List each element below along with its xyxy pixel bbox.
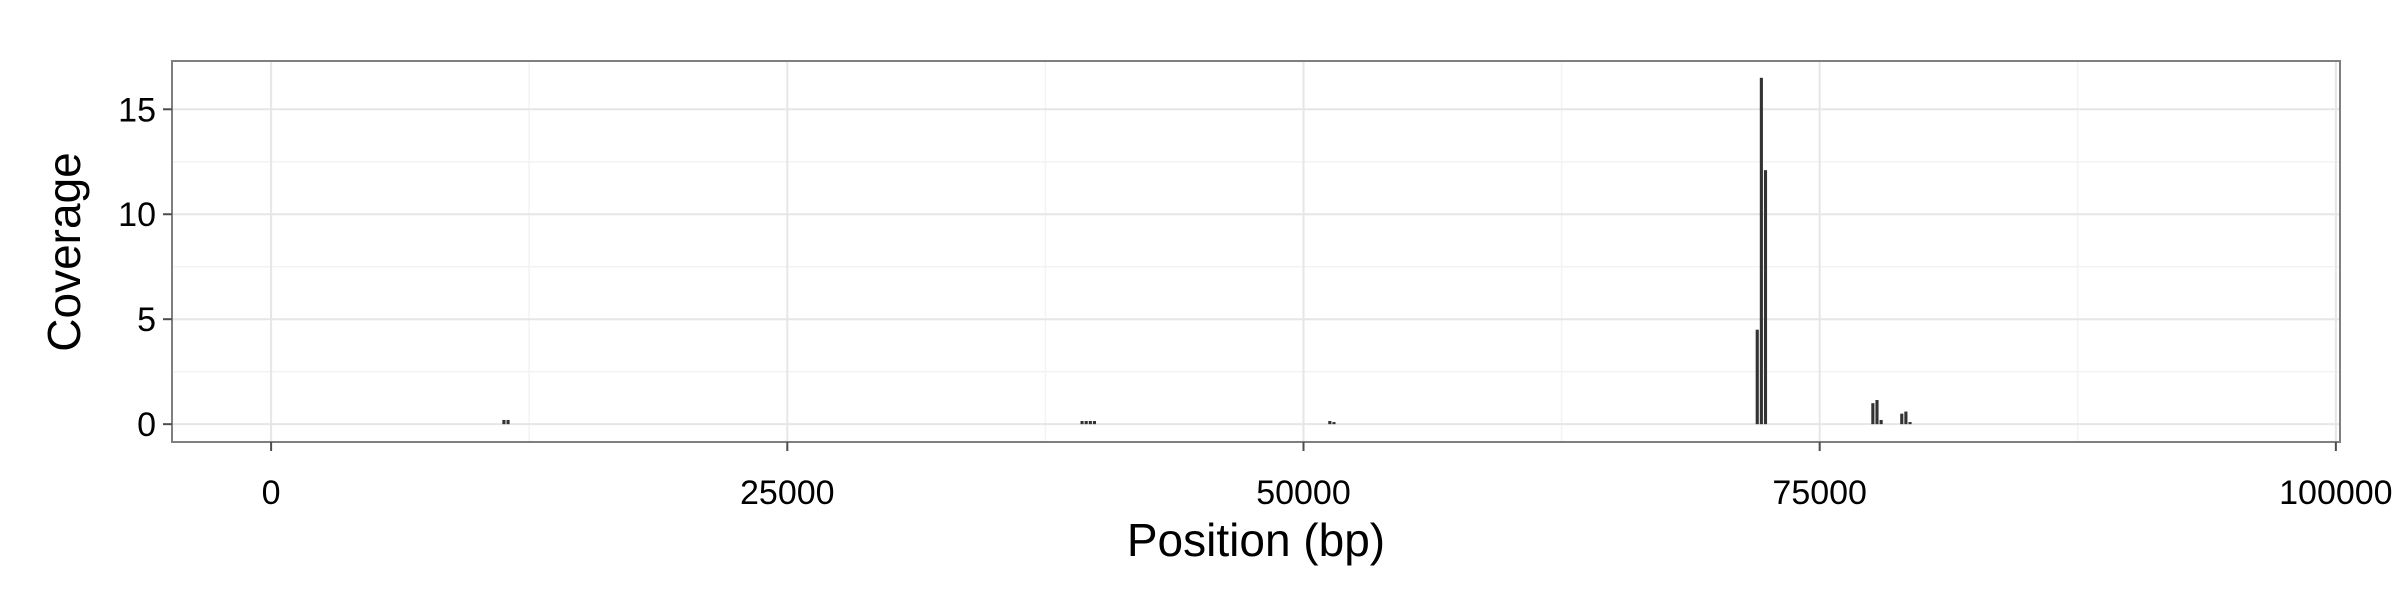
coverage-bar (1332, 422, 1336, 425)
coverage-bar (1871, 403, 1875, 425)
minor-gridlines-x (528, 61, 2079, 442)
y-axis-ticks (163, 108, 172, 426)
coverage-bar (1900, 413, 1904, 425)
coverage-bar (1088, 421, 1092, 425)
major-gridlines-x (270, 61, 2337, 442)
plot-panel (172, 61, 2340, 442)
x-axis-title: Position (bp) (1127, 514, 1385, 566)
major-gridlines-y (172, 108, 2340, 426)
coverage-bar (1875, 400, 1879, 425)
coverage-bar (1755, 329, 1759, 425)
x-tick-label: 100000 (2279, 474, 2392, 512)
y-tick-label: 5 (137, 301, 156, 339)
y-tick-label: 0 (137, 406, 156, 444)
coverage-bar (1763, 170, 1768, 425)
coverage-bar (1879, 419, 1883, 425)
x-axis-ticks (270, 442, 2337, 451)
coverage-bar (1759, 77, 1763, 425)
x-tick-label: 50000 (1256, 474, 1351, 512)
coverage-bar (1328, 421, 1332, 425)
x-tick-label: 0 (262, 474, 281, 512)
y-tick-label: 10 (118, 196, 156, 234)
coverage-bar (1084, 421, 1088, 425)
coverage-bar (1080, 421, 1084, 425)
x-axis-tick-labels: 0 25000 50000 75000 100000 (262, 474, 2393, 512)
y-tick-label: 15 (118, 91, 156, 129)
coverage-bar (502, 419, 506, 425)
x-tick-label: 75000 (1772, 474, 1867, 512)
y-axis-tick-labels: 0 5 10 15 (118, 91, 156, 444)
coverage-bar (1092, 421, 1097, 425)
y-axis-title: Coverage (38, 152, 90, 351)
minor-gridlines-y (172, 161, 2340, 373)
x-tick-label: 25000 (740, 474, 835, 512)
plot-panel-border (171, 60, 2341, 443)
coverage-bar (1908, 422, 1912, 425)
coverage-bar (1904, 411, 1908, 425)
coverage-bars (502, 77, 1912, 425)
coverage-bar (506, 419, 510, 425)
